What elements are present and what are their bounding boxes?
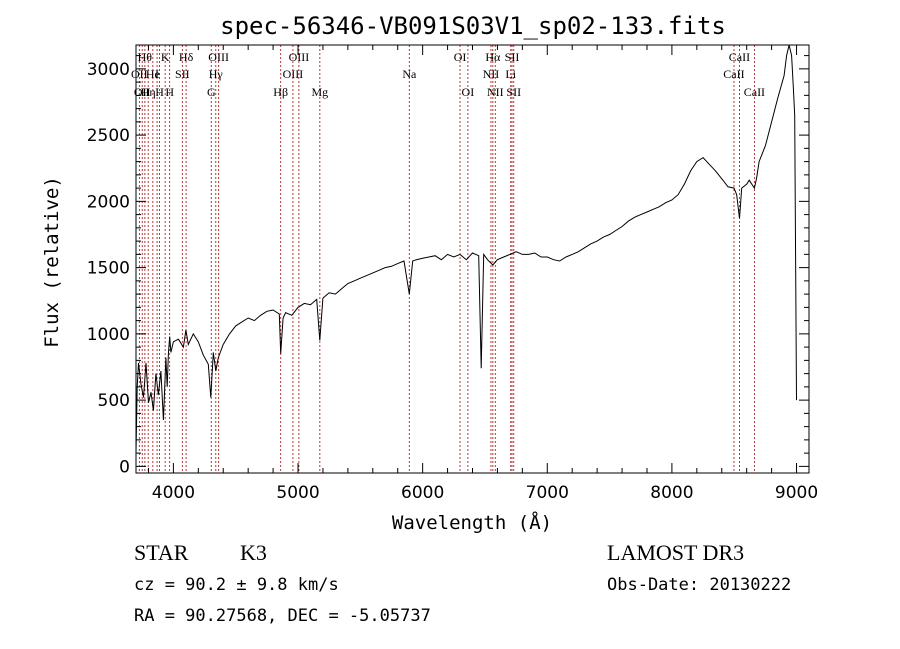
y-axis-label: Flux (relative) bbox=[41, 176, 63, 348]
line-marker-label: Na bbox=[402, 67, 417, 81]
y-tick-label: 2000 bbox=[87, 192, 130, 212]
line-marker-label: SII bbox=[505, 50, 520, 64]
line-marker-label: OIII bbox=[289, 50, 310, 64]
line-marker-label: OII bbox=[131, 67, 148, 81]
survey-name: LAMOST DR3 bbox=[607, 540, 744, 565]
y-tick-label: 3000 bbox=[87, 60, 130, 80]
plot-frame bbox=[135, 44, 810, 474]
y-axis-ticks: 0 500 1000 1500 2000 2500 3000 bbox=[87, 55, 809, 477]
coordinates-text: RA = 90.27568, DEC = -5.05737 bbox=[134, 606, 431, 626]
line-marker-label: OIII bbox=[208, 50, 229, 64]
line-marker-label: Hδ bbox=[179, 50, 194, 64]
x-tick-label: 5000 bbox=[276, 483, 319, 503]
line-marker-label: H bbox=[165, 85, 174, 99]
y-tick-label: 1500 bbox=[87, 259, 130, 279]
chart-title: spec-56346-VB091S03V1_sp02-133.fits bbox=[220, 12, 726, 40]
line-marker-label: OIII bbox=[283, 67, 304, 81]
obs-date-text: Obs-Date: 20130222 bbox=[607, 575, 791, 595]
line-marker-label: Li bbox=[505, 67, 516, 81]
y-tick-label: 2500 bbox=[87, 126, 130, 146]
line-marker-label: CaII bbox=[723, 67, 744, 81]
line-marker-label: He bbox=[146, 67, 160, 81]
x-tick-label: 6000 bbox=[401, 483, 444, 503]
line-marker-label: Hβ bbox=[273, 85, 288, 99]
line-marker-label: G bbox=[207, 85, 216, 99]
line-marker-label: SII bbox=[506, 85, 521, 99]
line-markers bbox=[138, 45, 755, 473]
line-marker-labels: OIIOIIHθHηHeIHKHSIIHδGHγOIIIHβOIIIOIIIMg… bbox=[131, 50, 765, 99]
line-marker-label: OI bbox=[462, 85, 475, 99]
line-marker-label: I bbox=[155, 67, 159, 81]
line-marker-label: SII bbox=[175, 67, 190, 81]
y-tick-label: 0 bbox=[119, 457, 130, 477]
object-subclass: K3 bbox=[240, 540, 267, 565]
line-marker-label: NII bbox=[487, 85, 504, 99]
y-tick-label: 500 bbox=[98, 391, 130, 411]
line-marker-label: CaII bbox=[744, 85, 765, 99]
line-marker-label: OI bbox=[454, 50, 467, 64]
redshift-text: cz = 90.2 ± 9.8 km/s bbox=[134, 575, 339, 595]
line-marker-label: K bbox=[161, 50, 170, 64]
x-tick-label: 4000 bbox=[152, 483, 195, 503]
line-marker-label: Hγ bbox=[209, 67, 224, 81]
line-marker-label: Hθ bbox=[138, 50, 153, 64]
x-tick-label: 7000 bbox=[526, 483, 569, 503]
line-marker-label: Hη bbox=[141, 85, 156, 99]
line-marker-label: CaII bbox=[729, 50, 750, 64]
line-marker-label: Mg bbox=[311, 85, 328, 99]
line-marker-label: H bbox=[155, 85, 164, 99]
object-class: STAR bbox=[134, 540, 189, 565]
x-axis-ticks: 4000 5000 6000 7000 8000 9000 bbox=[147, 45, 818, 503]
x-tick-label: 9000 bbox=[775, 483, 818, 503]
x-axis-label: Wavelength (Å) bbox=[392, 511, 552, 534]
line-marker-label: NII bbox=[483, 67, 500, 81]
line-marker-label: Hα bbox=[485, 50, 501, 64]
x-tick-label: 8000 bbox=[650, 483, 693, 503]
y-tick-label: 1000 bbox=[87, 325, 130, 345]
spectrum-series-line bbox=[135, 44, 797, 454]
